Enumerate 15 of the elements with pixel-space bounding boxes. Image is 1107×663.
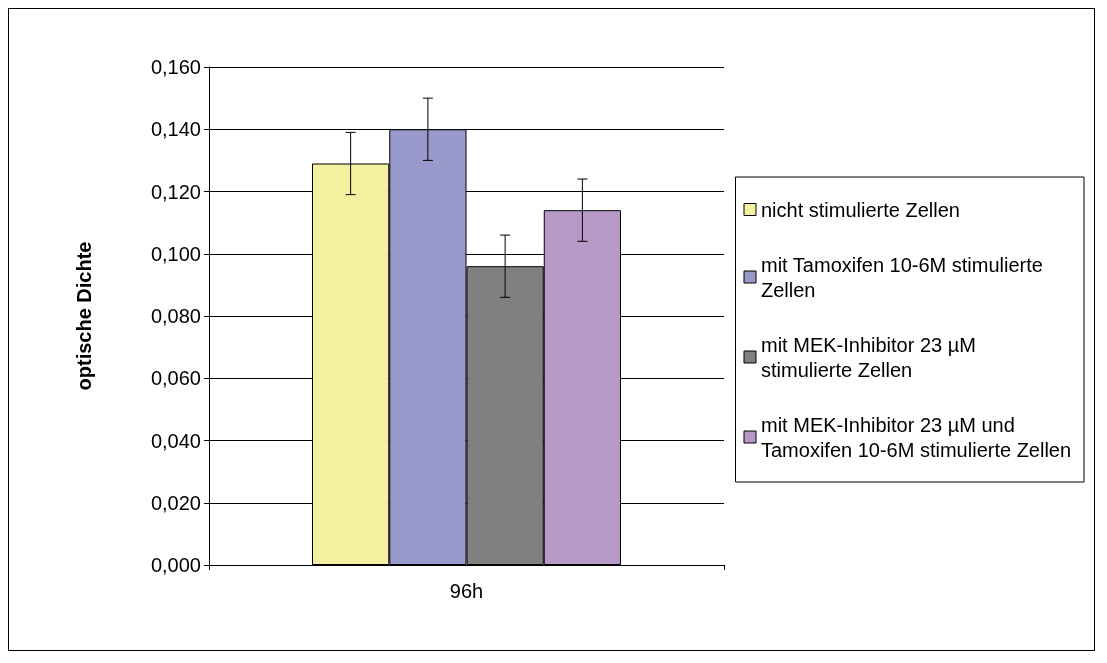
x-tick-label: 96h <box>449 580 484 602</box>
y-tick-label: 0,020 <box>150 491 201 514</box>
legend-label: mit MEK-Inhibitor 23 µM und Tamoxifen 10-6M stimulierte Zellen <box>761 413 1072 461</box>
y-axis-title: optische Dichte <box>73 241 95 391</box>
y-tick-label: 0,060 <box>150 367 201 390</box>
y-tick-label: 0,160 <box>150 56 201 78</box>
y-tick-label: 0,100 <box>150 242 201 265</box>
legend-label: mit Tamoxifen 10-6M stimulierte Zellen <box>761 253 1049 301</box>
y-tick-label: 0,000 <box>150 554 201 576</box>
y-tick-label: 0,080 <box>150 305 201 327</box>
y-tick-label: 0,140 <box>150 118 201 141</box>
y-tick-label: 0,120 <box>150 180 201 203</box>
legend-label: nicht stimulierte Zellen <box>761 198 960 221</box>
legend-label: mit MEK-Inhibitor 23 µM stimulierte Zellen <box>761 333 982 381</box>
y-tick-label: 0,040 <box>150 429 201 452</box>
